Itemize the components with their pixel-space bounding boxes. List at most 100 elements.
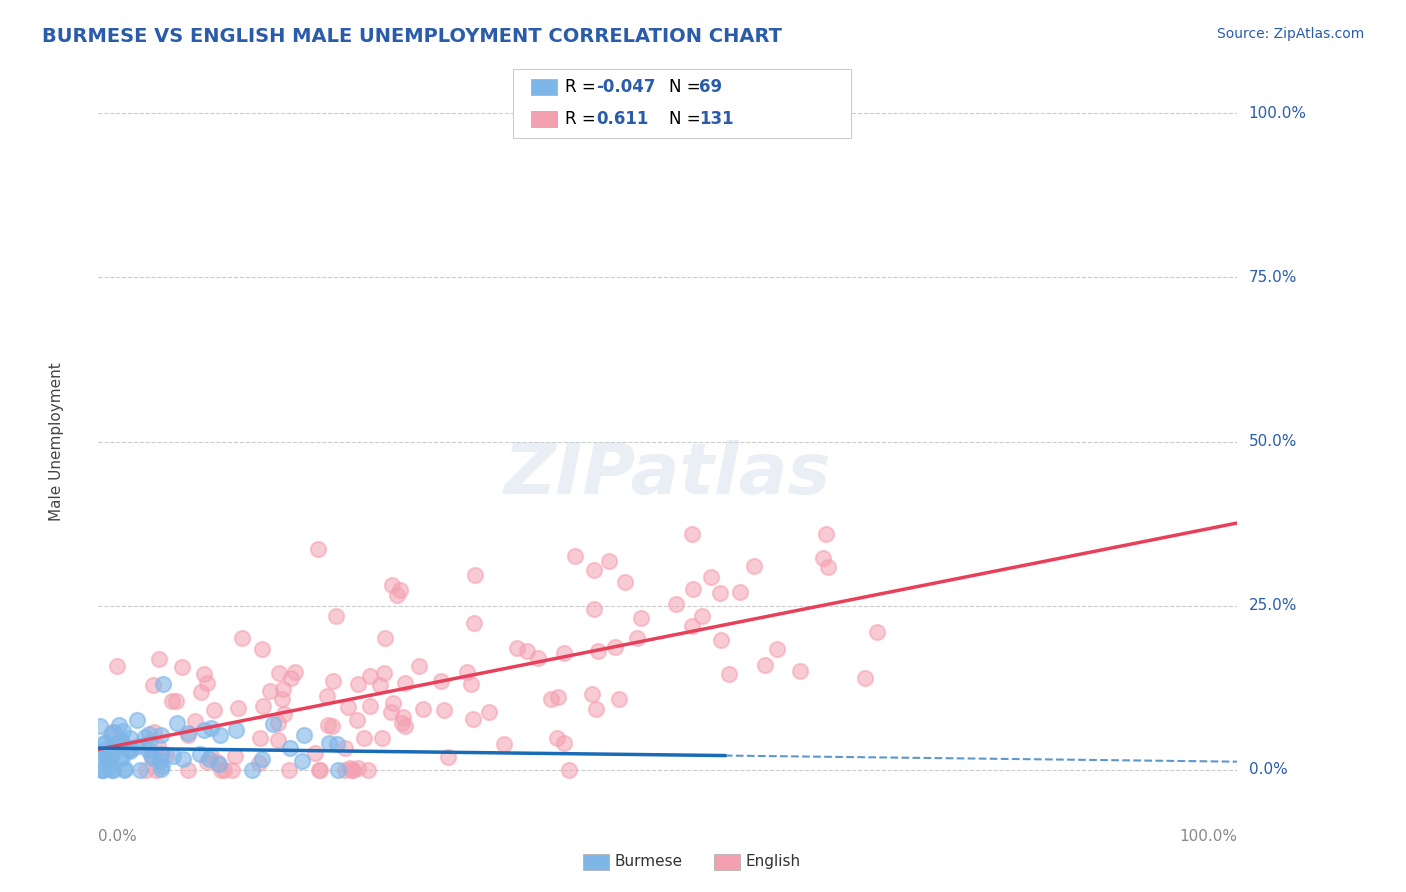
Point <box>205 755 228 769</box>
Point <box>326 737 349 751</box>
Point <box>118 744 141 758</box>
Point <box>141 748 163 763</box>
Point <box>374 632 396 646</box>
Point <box>150 747 173 761</box>
Point <box>262 717 284 731</box>
Point <box>710 632 733 647</box>
Point <box>359 669 381 683</box>
Point <box>250 642 273 657</box>
Point <box>112 763 135 777</box>
Point <box>195 676 218 690</box>
Point <box>114 762 136 776</box>
Point <box>603 640 626 655</box>
Point <box>143 725 166 739</box>
Point <box>101 725 124 739</box>
Point <box>665 597 688 611</box>
Point <box>111 750 134 764</box>
Point <box>149 728 172 742</box>
Point <box>492 737 515 751</box>
Point <box>630 611 652 625</box>
Point <box>134 730 156 744</box>
Point <box>96 748 118 763</box>
Point <box>391 715 413 730</box>
Point <box>478 705 501 719</box>
Point <box>456 665 478 679</box>
Point <box>866 624 889 639</box>
Point <box>152 677 174 691</box>
Point <box>408 659 430 673</box>
Point <box>101 748 124 763</box>
Point <box>110 733 132 747</box>
Point <box>94 743 117 757</box>
Point <box>90 763 112 777</box>
Point <box>373 665 395 680</box>
Point <box>176 763 198 777</box>
Point <box>108 717 131 731</box>
Text: 69: 69 <box>699 78 721 96</box>
Point <box>90 747 112 762</box>
Point <box>506 640 529 655</box>
Point <box>815 527 838 541</box>
Point <box>97 761 120 775</box>
Point <box>789 664 811 678</box>
Text: 25.0%: 25.0% <box>1249 599 1298 613</box>
Point <box>104 737 127 751</box>
Text: 100.0%: 100.0% <box>1180 829 1237 844</box>
Point <box>202 704 225 718</box>
Point <box>193 667 215 681</box>
Point <box>730 585 752 599</box>
Point <box>141 748 163 763</box>
Text: Male Unemployment: Male Unemployment <box>49 362 65 521</box>
Point <box>280 671 302 685</box>
Point <box>346 713 368 727</box>
Text: R =: R = <box>565 110 602 128</box>
Point <box>208 757 231 772</box>
Point <box>121 740 143 755</box>
Point <box>93 736 115 750</box>
Point <box>150 759 173 773</box>
Point <box>111 736 134 750</box>
Point <box>247 756 270 771</box>
Point <box>176 728 198 742</box>
Point <box>333 763 356 777</box>
Point <box>165 694 187 708</box>
Point <box>582 602 605 616</box>
Point <box>103 763 125 777</box>
Point <box>190 747 212 761</box>
Point <box>267 715 290 730</box>
Point <box>380 705 402 719</box>
Text: N =: N = <box>669 110 706 128</box>
Point <box>371 731 394 746</box>
Point <box>135 763 157 777</box>
Point <box>700 570 723 584</box>
Point <box>546 731 568 745</box>
Point <box>90 763 112 777</box>
Text: 0.611: 0.611 <box>596 110 648 128</box>
Point <box>190 685 212 699</box>
Point <box>212 763 235 777</box>
Point <box>209 728 232 742</box>
Point <box>270 692 292 706</box>
Text: 131: 131 <box>699 110 734 128</box>
Point <box>291 754 314 768</box>
Point <box>101 744 124 758</box>
Point <box>292 728 315 742</box>
Point <box>149 762 172 776</box>
Point <box>309 763 332 777</box>
Point <box>586 644 609 658</box>
Point <box>259 683 281 698</box>
Point <box>172 751 194 765</box>
Text: R =: R = <box>565 78 602 96</box>
Point <box>433 702 456 716</box>
Text: 100.0%: 100.0% <box>1249 105 1306 120</box>
Point <box>283 665 305 679</box>
Point <box>412 702 434 716</box>
Point <box>89 719 111 733</box>
Point <box>225 723 247 737</box>
Point <box>304 747 326 761</box>
Point <box>231 631 253 645</box>
Point <box>221 763 243 777</box>
Point <box>125 714 148 728</box>
Text: -0.047: -0.047 <box>596 78 655 96</box>
Point <box>325 608 347 623</box>
